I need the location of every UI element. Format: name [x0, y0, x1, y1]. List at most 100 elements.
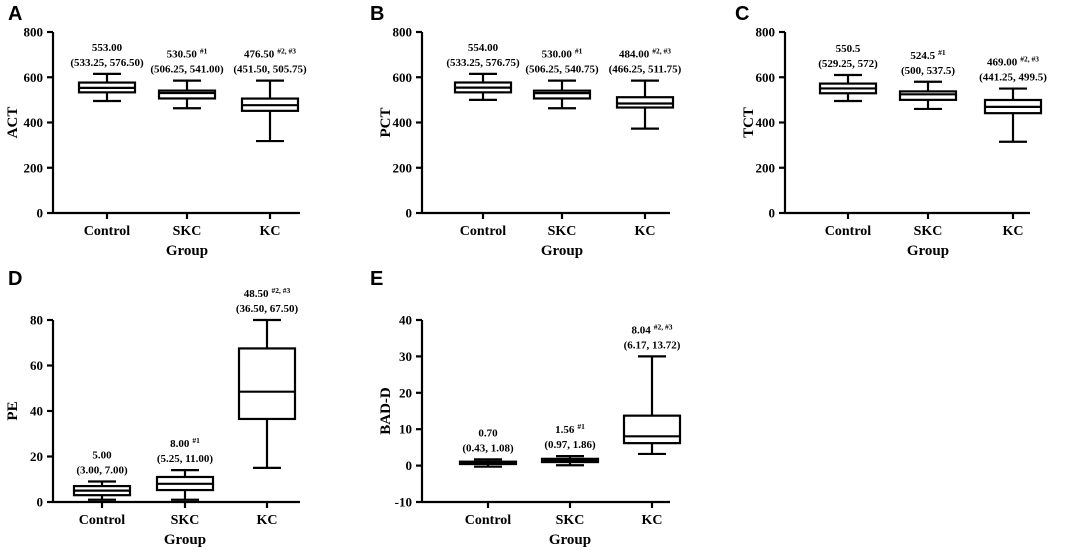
- y-tick-label: 400: [393, 115, 413, 130]
- iqr-annotation: (533.25, 576.50): [70, 57, 144, 69]
- median-annotation: 484.00 #2, #3: [619, 47, 671, 61]
- box-control: Control 5.00 (3.00, 7.00): [72, 450, 132, 528]
- y-tick-label: 800: [756, 25, 776, 40]
- box-control: Control 553.00 (533.25, 576.50): [70, 42, 144, 239]
- x-tick-label: KC: [257, 513, 278, 528]
- y-axis-title: PE: [5, 401, 21, 420]
- y-tick-label: 200: [756, 160, 776, 175]
- median-annotation: 8.04 #2, #3: [632, 322, 673, 336]
- box-kc: KC 8.04 #2, #3 (6.17, 13.72): [622, 322, 682, 528]
- median-annotation: 554.00: [468, 42, 499, 54]
- y-axis-title: PCT: [378, 108, 394, 138]
- x-tick-label: KC: [635, 224, 656, 239]
- y-tick-label: 600: [393, 70, 413, 85]
- y-tick-label: 0: [406, 206, 413, 221]
- median-annotation: 48.50 #2, #3: [244, 286, 291, 300]
- y-tick-label: 200: [393, 160, 413, 175]
- median-annotation: 469.00 #2, #3: [987, 55, 1039, 69]
- box-kc: KC 476.50 #2, #3 (451.50, 505.75): [233, 47, 307, 239]
- y-axis-title: TCT: [741, 107, 757, 138]
- median-annotation: 1.56 #1: [555, 422, 585, 436]
- iqr-box: [532, 89, 592, 100]
- panel-c: C 0 200 400 600 800 TCT Group Control 550.5 (529.2…: [735, 3, 1047, 259]
- box-skc: SKC 8.00 #1 (5.25, 11.00): [155, 436, 215, 528]
- box-kc: KC 48.50 #2, #3 (36.50, 67.50): [236, 286, 299, 528]
- iqr-annotation: (36.50, 67.50): [236, 303, 299, 315]
- median-annotation: 530.00 #1: [542, 47, 583, 61]
- iqr-box: [898, 90, 958, 101]
- y-tick-label: 600: [756, 70, 776, 85]
- iqr-annotation: (506.25, 540.75): [525, 64, 599, 76]
- y-tick-label: 40: [30, 404, 43, 419]
- iqr-box: [622, 414, 682, 445]
- y-tick-label: 400: [24, 115, 44, 130]
- median-annotation: 550.5: [836, 43, 861, 55]
- iqr-annotation: (500, 537.5): [901, 65, 955, 77]
- box-skc: SKC 524.5 #1 (500, 537.5): [898, 48, 958, 239]
- median-annotation: 8.00 #1: [170, 436, 200, 450]
- y-tick-label: 10: [399, 422, 412, 437]
- box-skc: SKC 1.56 #1 (0.97, 1.86): [540, 422, 600, 528]
- median-annotation: 553.00: [92, 42, 123, 54]
- box-control: Control 554.00 (533.25, 576.75): [446, 42, 520, 239]
- iqr-annotation: (506.25, 541.00): [150, 64, 224, 76]
- y-tick-label: 800: [24, 25, 44, 40]
- y-tick-label: 20: [30, 449, 43, 464]
- panel-letter: B: [370, 3, 384, 25]
- x-tick-label: KC: [642, 513, 663, 528]
- iqr-annotation: (441.25, 499.5): [979, 72, 1047, 84]
- box-kc: KC 469.00 #2, #3 (441.25, 499.5): [979, 55, 1047, 239]
- iqr-annotation: (0.43, 1.08): [462, 442, 514, 454]
- box-kc: KC 484.00 #2, #3 (466.25, 511.75): [609, 47, 682, 239]
- y-tick-label: 30: [399, 349, 412, 364]
- y-tick-label: 60: [30, 358, 43, 373]
- y-axis-title: ACT: [5, 107, 21, 139]
- iqr-annotation: (533.25, 576.75): [446, 57, 520, 69]
- box-skc: SKC 530.50 #1 (506.25, 541.00): [150, 47, 224, 239]
- iqr-annotation: (466.25, 511.75): [609, 64, 682, 76]
- x-tick-label: SKC: [914, 224, 943, 239]
- median-annotation: 476.50 #2, #3: [244, 47, 296, 61]
- y-tick-label: 200: [24, 160, 44, 175]
- y-tick-label: 0: [406, 458, 413, 473]
- iqr-annotation: (3.00, 7.00): [76, 465, 128, 477]
- iqr-annotation: (529.25, 572): [818, 58, 878, 70]
- x-tick-label: SKC: [548, 224, 577, 239]
- x-tick-label: Control: [84, 224, 131, 239]
- iqr-box: [615, 96, 675, 109]
- iqr-box: [237, 347, 297, 421]
- y-axis-title: BAD-D: [378, 387, 394, 435]
- x-tick-label: SKC: [173, 224, 202, 239]
- panel-letter: A: [8, 3, 22, 25]
- x-tick-label: Control: [460, 224, 507, 239]
- box-control: Control 550.5 (529.25, 572): [818, 43, 878, 239]
- median-annotation: 530.50 #1: [167, 47, 208, 61]
- iqr-box: [157, 89, 217, 100]
- y-tick-label: 400: [756, 115, 776, 130]
- median-annotation: 524.5 #1: [910, 48, 946, 62]
- panel-a: A 0 200 400 600 800 ACT Group Control 553.00 (533.…: [5, 3, 307, 259]
- x-axis-title: Group: [166, 243, 208, 259]
- iqr-annotation: (6.17, 13.72): [624, 339, 681, 351]
- panel-b: B 0 200 400 600 800 PCT Group Control 554.00 (533.…: [370, 3, 682, 259]
- x-axis-title: Group: [541, 243, 583, 259]
- x-axis-title: Group: [164, 532, 206, 548]
- x-axis-title: Group: [549, 532, 591, 548]
- y-tick-label: 40: [399, 313, 412, 328]
- panel-letter: D: [8, 268, 22, 290]
- panel-letter: E: [370, 268, 383, 290]
- panel-letter: C: [735, 3, 749, 25]
- x-axis-title: Group: [907, 243, 949, 259]
- box-control: Control 0.70 (0.43, 1.08): [458, 427, 518, 528]
- y-tick-label: 0: [769, 206, 776, 221]
- x-tick-label: Control: [465, 513, 512, 528]
- y-tick-label: 0: [37, 495, 44, 510]
- y-tick-label: 80: [30, 313, 43, 328]
- box-skc: SKC 530.00 #1 (506.25, 540.75): [525, 47, 599, 239]
- median-annotation: 0.70: [478, 427, 498, 439]
- iqr-annotation: (0.97, 1.86): [544, 439, 596, 451]
- y-tick-label: 600: [24, 70, 44, 85]
- y-tick-label: -10: [395, 495, 412, 510]
- y-tick-label: 20: [399, 385, 412, 400]
